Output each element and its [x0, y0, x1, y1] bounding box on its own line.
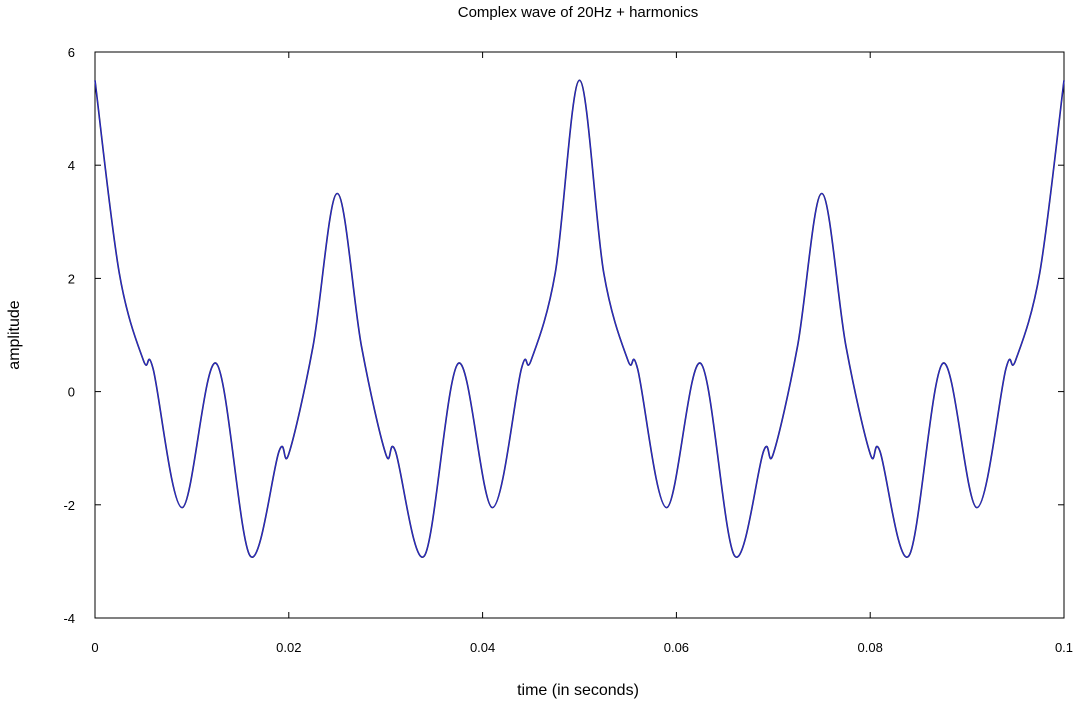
- series-line-shadow: [94, 79, 1065, 558]
- axis-ticks: [94, 51, 1065, 619]
- chart-title: Complex wave of 20Hz + harmonics: [458, 4, 699, 21]
- plot-border: [94, 51, 1065, 619]
- y-tick-label: 6: [68, 45, 75, 60]
- y-tick-label: 4: [68, 158, 75, 173]
- x-tick-labels: 0 0.02 0.04 0.06 0.08 0.1: [91, 640, 1073, 655]
- y-axis-label: amplitude: [6, 300, 23, 369]
- series-line: [94, 79, 1065, 558]
- x-tick-label: 0.08: [858, 640, 883, 655]
- y-tick-label: 2: [68, 271, 75, 286]
- x-tick-label: 0.1: [1055, 640, 1073, 655]
- x-tick-label: 0.06: [664, 640, 689, 655]
- y-tick-label: 0: [68, 385, 75, 400]
- y-tick-labels: -4 -2 0 2 4 6: [63, 45, 75, 626]
- x-tick-label: 0: [91, 640, 98, 655]
- x-tick-label: 0.04: [470, 640, 495, 655]
- series-layer: [94, 79, 1065, 558]
- y-tick-label: -2: [63, 498, 75, 513]
- x-axis-label: time (in seconds): [517, 682, 639, 699]
- x-tick-label: 0.02: [276, 640, 301, 655]
- y-tick-label: -4: [63, 611, 75, 626]
- plot-area: [94, 51, 1065, 619]
